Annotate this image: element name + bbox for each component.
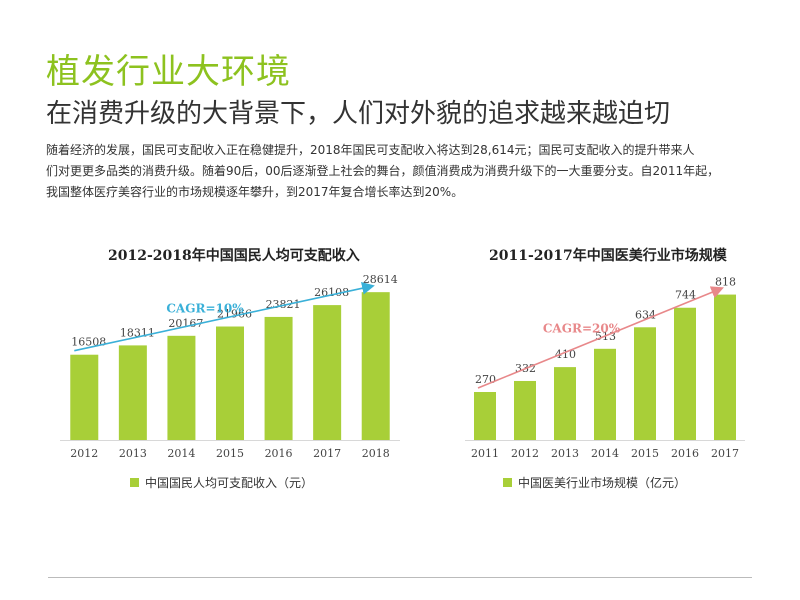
x-tick-label: 2015 — [631, 447, 659, 460]
bar — [634, 327, 656, 440]
x-tick-label: 2015 — [216, 447, 244, 460]
data-label: 410 — [555, 348, 576, 361]
cagr-label: CAGR=10% — [166, 301, 244, 315]
body-line: 随着经济的发展，国民可支配收入正在稳健提升，2018年国民可支配收入将达到28,… — [46, 143, 695, 157]
chart-title-medical-beauty: 2011-2017年中国医美行业市场规模 — [489, 248, 727, 264]
chart-income: 1650820121831120132016720142196620152382… — [60, 275, 400, 460]
bar — [216, 326, 244, 440]
legend-swatch — [130, 478, 139, 487]
page-subtitle: 在消费升级的大背景下，人们对外貌的追求越来越迫切 — [46, 99, 671, 129]
x-tick-label: 2017 — [711, 447, 739, 460]
footer-divider — [48, 577, 752, 578]
data-label: 818 — [715, 276, 736, 289]
legend-medical-beauty: 中国医美行业市场规模（亿元） — [503, 474, 686, 491]
data-label: 23821 — [266, 298, 301, 311]
x-tick-label: 2017 — [313, 447, 341, 460]
body-paragraph: 随着经济的发展，国民可支配收入正在稳健提升，2018年国民可支配收入将达到28,… — [46, 140, 781, 203]
bar — [167, 335, 196, 440]
x-tick-label: 2011 — [471, 447, 499, 460]
legend-label: 中国国民人均可支配收入（元） — [145, 476, 314, 490]
data-label: 744 — [675, 289, 696, 302]
x-tick-label: 2013 — [119, 447, 147, 460]
x-tick-label: 2012 — [511, 447, 539, 460]
x-tick-label: 2016 — [671, 447, 699, 460]
data-label: 28614 — [363, 275, 398, 286]
bar — [714, 294, 736, 440]
data-label: 270 — [475, 373, 496, 386]
legend-income: 中国国民人均可支配收入（元） — [130, 474, 313, 491]
legend-swatch — [503, 478, 512, 487]
bar — [674, 307, 696, 440]
bar — [554, 367, 576, 440]
x-tick-label: 2018 — [362, 447, 390, 460]
x-tick-label: 2016 — [265, 447, 293, 460]
chart-medical-beauty: 2702011332201241020135132014634201574420… — [465, 276, 745, 460]
x-tick-label: 2013 — [551, 447, 579, 460]
data-label: 20167 — [168, 317, 203, 330]
bar — [514, 380, 536, 440]
bar — [313, 305, 342, 440]
cagr-arrow — [477, 286, 724, 389]
chart-title-income: 2012-2018年中国国民人均可支配收入 — [108, 248, 360, 264]
data-label: 26108 — [314, 286, 349, 299]
x-tick-label: 2014 — [167, 447, 195, 460]
body-line: 我国整体医疗美容行业的市场规模逐年攀升，到2017年复合增长率达到20%。 — [46, 185, 464, 199]
bar — [70, 354, 99, 440]
cagr-arrow — [74, 281, 375, 352]
bar — [594, 348, 616, 440]
x-tick-label: 2012 — [70, 447, 98, 460]
cagr-label: CAGR=20% — [543, 321, 621, 335]
legend-label: 中国医美行业市场规模（亿元） — [518, 476, 687, 490]
body-line: 们对更更多品类的消费升级。随着90后，00后逐渐登上社会的舞台，颜值消费成为消费… — [46, 164, 720, 178]
bar — [474, 392, 496, 440]
x-tick-label: 2014 — [591, 447, 619, 460]
bar — [264, 316, 293, 440]
data-label: 18311 — [120, 326, 155, 339]
bar — [118, 345, 147, 440]
bar — [361, 292, 390, 440]
page-title: 植发行业大环境 — [46, 52, 291, 92]
